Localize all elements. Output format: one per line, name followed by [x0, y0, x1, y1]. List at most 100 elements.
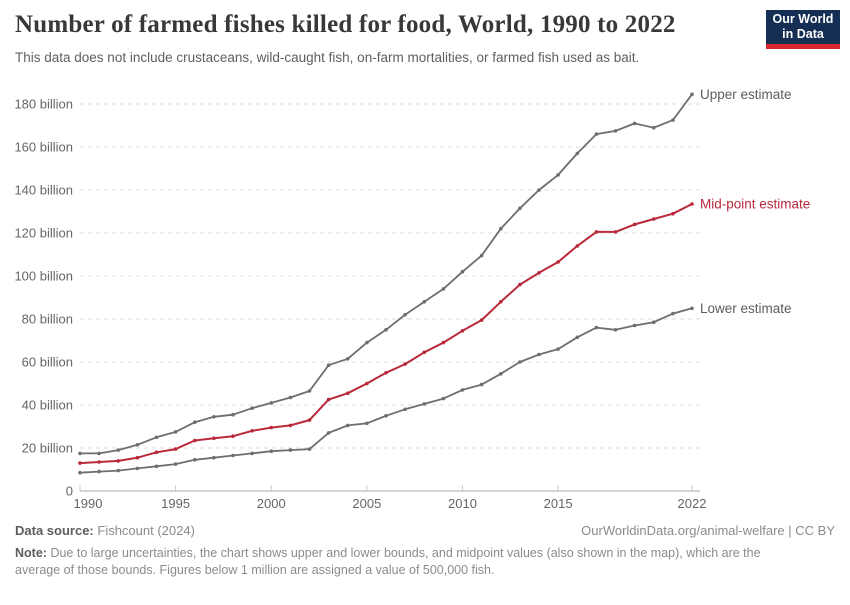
data-point: [632, 121, 637, 126]
data-point: [384, 328, 388, 332]
data-point: [690, 92, 694, 97]
series-mid-point-estimate[interactable]: Mid-point estimate: [78, 196, 810, 465]
data-source-label: Data source:: [15, 523, 94, 538]
data-point: [671, 311, 675, 316]
x-tick-label: 2010: [448, 496, 477, 511]
chart-note-value: Due to large uncertainties, the chart sh…: [15, 546, 761, 577]
data-point: [326, 431, 331, 435]
data-point: [231, 453, 235, 458]
data-point: [135, 443, 140, 447]
data-point: [690, 306, 694, 311]
data-point: [326, 397, 331, 402]
data-point: [384, 414, 388, 418]
data-point: [154, 435, 159, 440]
data-point: [346, 357, 350, 361]
data-point: [307, 389, 312, 393]
series-label[interactable]: Mid-point estimate: [700, 196, 810, 211]
data-point: [499, 300, 503, 304]
data-point: [231, 434, 235, 439]
data-point: [460, 269, 465, 274]
data-point: [193, 420, 197, 425]
data-point: [403, 362, 407, 366]
data-point: [154, 450, 159, 455]
page-subtitle: This data does not include crustaceans, …: [15, 50, 640, 65]
data-point: [460, 329, 465, 333]
y-tick-label: 0: [66, 484, 73, 499]
data-point: [346, 391, 350, 396]
series-lower-estimate[interactable]: Lower estimate: [78, 301, 792, 475]
chart-footer: Data source: Fishcount (2024) OurWorldin…: [15, 523, 835, 591]
data-point: [365, 381, 369, 386]
data-point: [690, 202, 694, 206]
data-point: [193, 458, 197, 462]
x-tick-label: 2000: [257, 496, 286, 511]
data-point: [575, 335, 580, 340]
owid-logo-line1: Our World: [772, 12, 834, 26]
data-point: [613, 129, 618, 133]
data-point: [594, 132, 599, 136]
data-point: [403, 312, 407, 317]
data-point: [365, 340, 369, 345]
data-point: [97, 460, 101, 464]
data-point: [518, 282, 522, 287]
data-point: [422, 402, 427, 406]
data-point: [326, 363, 331, 368]
x-tick-label: 2005: [352, 496, 381, 511]
data-point: [288, 395, 293, 400]
data-point: [212, 455, 216, 460]
data-point: [288, 423, 293, 428]
data-point: [193, 438, 197, 443]
data-point: [594, 325, 599, 330]
x-tick-label: 1995: [161, 496, 190, 511]
data-point: [116, 459, 121, 463]
data-point: [499, 226, 503, 231]
data-point: [250, 429, 254, 433]
series-label[interactable]: Upper estimate: [700, 87, 792, 102]
data-point: [116, 468, 121, 473]
series-line[interactable]: [79, 203, 693, 465]
data-point: [537, 188, 541, 192]
data-point: [652, 125, 656, 130]
x-tick-label: 2015: [544, 496, 573, 511]
y-tick-label: 20 billion: [22, 441, 73, 456]
series-line[interactable]: [80, 93, 693, 455]
data-point: [518, 360, 522, 364]
data-point: [231, 412, 235, 417]
license-link[interactable]: OurWorldinData.org/animal-welfare | CC B…: [581, 523, 835, 538]
data-point: [97, 451, 101, 456]
data-point: [652, 217, 656, 221]
data-point: [97, 469, 101, 474]
data-point: [78, 461, 82, 465]
chart-note-label: Note:: [15, 546, 47, 560]
data-point: [575, 151, 580, 156]
data-point: [537, 271, 541, 275]
data-point: [556, 260, 560, 264]
data-point: [594, 230, 599, 234]
data-point: [269, 449, 274, 454]
x-tick-label: 2022: [678, 496, 707, 511]
owid-logo-line2: in Data: [782, 27, 824, 41]
data-point: [632, 323, 637, 328]
data-source-value: Fishcount (2024): [97, 523, 195, 538]
data-point: [307, 418, 312, 422]
data-point: [154, 464, 159, 469]
data-point: [479, 318, 484, 322]
data-point: [365, 421, 369, 426]
data-point: [479, 382, 484, 387]
data-point: [173, 462, 178, 466]
data-point: [575, 244, 580, 248]
data-point: [78, 470, 82, 475]
y-tick-label: 100 billion: [14, 269, 73, 284]
data-point: [250, 451, 254, 456]
series-label[interactable]: Lower estimate: [700, 301, 792, 316]
owid-logo[interactable]: Our World in Data: [766, 10, 840, 49]
data-point: [250, 406, 254, 411]
y-tick-label: 160 billion: [14, 140, 73, 155]
series-upper-estimate[interactable]: Upper estimate: [78, 87, 792, 456]
data-point: [479, 253, 484, 258]
data-point: [671, 211, 675, 216]
data-source: Data source: Fishcount (2024): [15, 523, 195, 538]
data-point: [499, 372, 503, 376]
